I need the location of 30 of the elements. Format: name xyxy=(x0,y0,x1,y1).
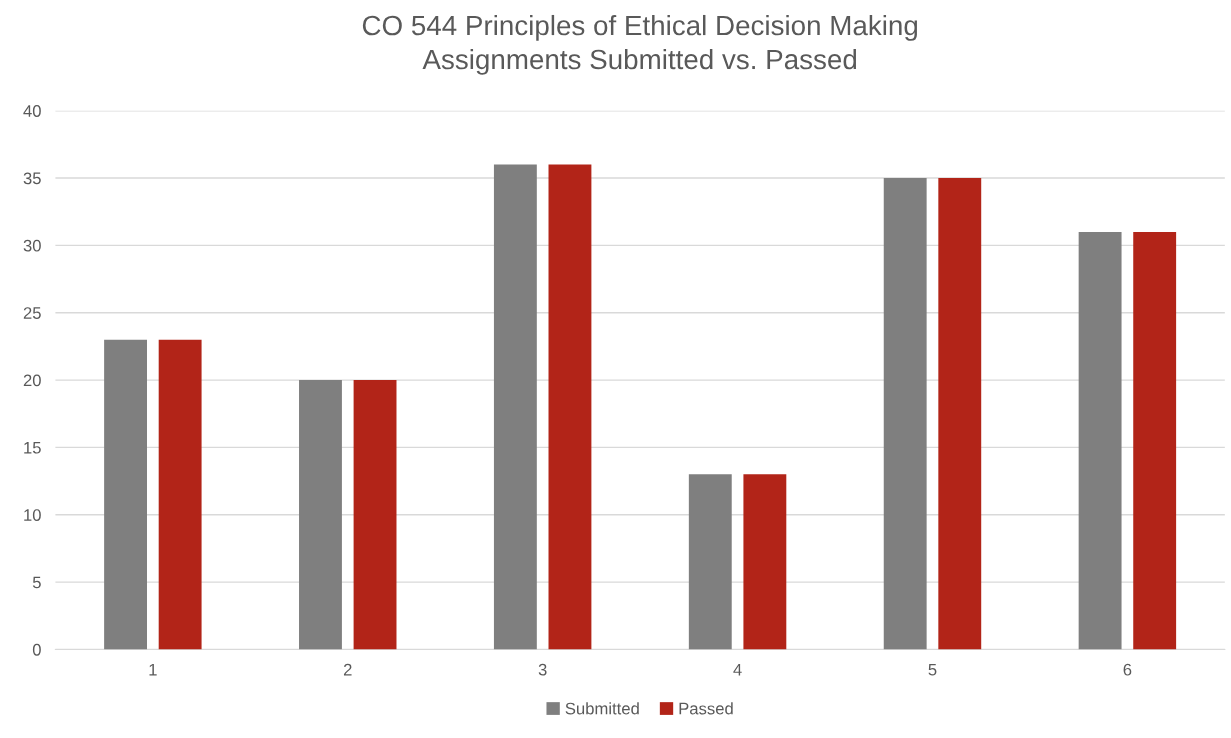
y-tick-label: 10 xyxy=(24,509,41,521)
x-tick-label: 5 xyxy=(928,663,937,676)
x-tick-label: 6 xyxy=(1123,663,1132,676)
bar xyxy=(493,164,537,650)
bar xyxy=(743,474,787,650)
y-tick-label: 25 xyxy=(23,307,41,319)
bar xyxy=(938,178,982,650)
y-tick-label: 5 xyxy=(32,576,41,589)
chart-title: CO 544 Principles of Ethical Decision Making Assignments Submitted vs. Passed xyxy=(362,14,918,75)
y-tick-label: 15 xyxy=(24,441,41,454)
legend-label: Passed xyxy=(679,702,733,715)
bar xyxy=(158,339,202,650)
bar xyxy=(299,380,342,650)
y-tick-label: 0 xyxy=(32,643,41,656)
x-tick-label: 2 xyxy=(343,663,352,676)
bar xyxy=(104,339,147,650)
legend-label: Submitted xyxy=(565,702,639,715)
x-tick-label: 3 xyxy=(538,663,547,676)
x-tick-label: 1 xyxy=(149,663,157,676)
y-tick-label: 30 xyxy=(23,239,41,252)
bar xyxy=(548,164,592,650)
y-tick-label: 35 xyxy=(23,172,41,185)
bar xyxy=(1133,231,1177,650)
bar xyxy=(883,178,927,650)
x-tick-label: 4 xyxy=(733,663,742,676)
bar xyxy=(688,474,732,650)
y-tick-label: 40 xyxy=(23,105,41,117)
bar xyxy=(1078,231,1122,650)
bar xyxy=(353,380,397,650)
y-tick-label: 20 xyxy=(23,374,41,387)
